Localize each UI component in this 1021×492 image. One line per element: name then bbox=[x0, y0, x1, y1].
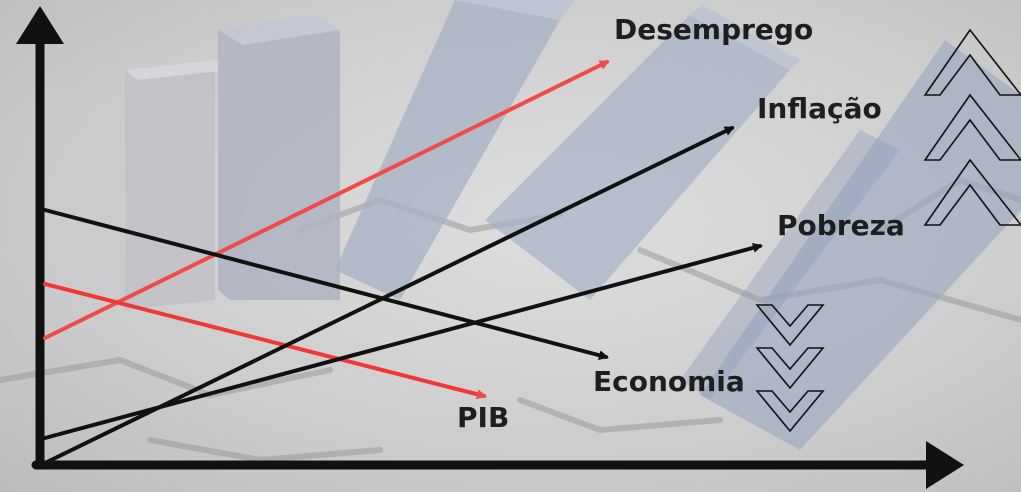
falling-column-3 bbox=[680, 40, 1021, 450]
trend-labels: Desemprego Inflação Pobreza Economia PIB bbox=[457, 13, 905, 434]
arrow-economia bbox=[43, 208, 609, 361]
label-economia: Economia bbox=[593, 365, 745, 398]
up-chevrons-icon bbox=[923, 28, 1021, 226]
upright-column-2 bbox=[218, 15, 340, 300]
arrow-pobreza bbox=[43, 242, 763, 440]
trend-arrows bbox=[43, 60, 763, 465]
arrow-pib bbox=[43, 282, 487, 400]
falling-column-2 bbox=[485, 5, 800, 300]
background-scene bbox=[0, 0, 1021, 464]
down-chevrons-icon bbox=[755, 304, 825, 433]
label-desemprego: Desemprego bbox=[614, 13, 813, 46]
falling-column-1 bbox=[335, 0, 575, 300]
label-pib: PIB bbox=[457, 401, 509, 434]
axes bbox=[16, 6, 964, 489]
y-axis-arrow-icon bbox=[16, 6, 64, 44]
arrow-desemprego bbox=[43, 60, 610, 340]
upright-column-3 bbox=[40, 80, 125, 300]
label-pobreza: Pobreza bbox=[777, 209, 905, 242]
label-inflacao: Inflação bbox=[757, 92, 882, 125]
x-axis-arrow-icon bbox=[926, 441, 964, 489]
